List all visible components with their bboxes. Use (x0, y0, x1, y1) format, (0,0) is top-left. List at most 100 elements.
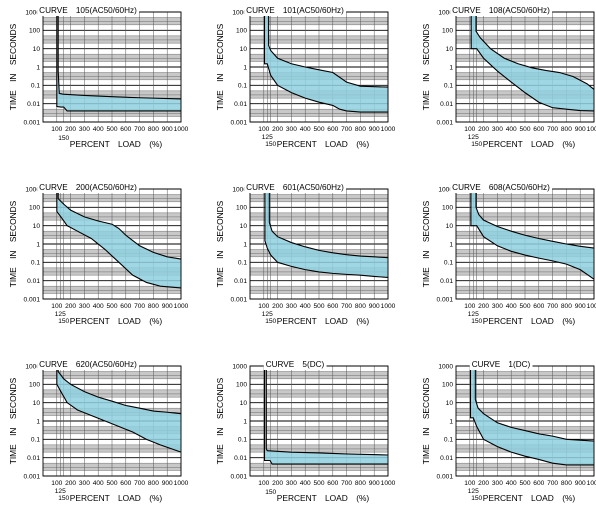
y-tick-label: 10 (33, 223, 41, 230)
x-tick-label: 800 (561, 480, 572, 487)
y-tick-label: 1 (36, 64, 40, 71)
y-tick-label: 1000 (438, 9, 453, 16)
x-tick-label: 200 (478, 480, 489, 487)
x-tick-label: 200 (65, 126, 76, 133)
x-tick-label: 500 (313, 480, 324, 487)
trip-band-area (56, 12, 181, 111)
y-tick-label: 0.01 (440, 455, 453, 462)
x-tick-label: 600 (533, 480, 544, 487)
x-tick-label: 100 (464, 126, 475, 133)
chart-title: CURVE 608(AC50/60Hz) (452, 183, 550, 192)
y-tick-label: 10 (33, 400, 41, 407)
x-tick-label: 800 (148, 480, 159, 487)
x-tick-label: 300 (492, 480, 503, 487)
trip-band-area (56, 366, 181, 453)
y-axis-label: TIME IN SECONDS (421, 23, 431, 110)
x-tick-label: 300 (492, 303, 503, 310)
x-tick-label: 1000 (587, 126, 596, 133)
x-tick-label: 800 (561, 126, 572, 133)
x-tick-label: 700 (547, 126, 558, 133)
trip-band-area (470, 189, 594, 280)
x-tick-label: 500 (106, 126, 117, 133)
y-tick-label: 100 (236, 382, 247, 389)
y-tick-label: 100 (29, 28, 40, 35)
chart-title: CURVE 1(DC) (472, 360, 531, 369)
x-tick-label: 800 (355, 480, 366, 487)
x-tick-label: 400 (300, 303, 311, 310)
x-tick-label: 800 (561, 303, 572, 310)
x-tick-label-extra: 150 (58, 495, 69, 502)
x-tick-label: 1000 (587, 480, 596, 487)
y-tick-label: 0.1 (238, 260, 247, 267)
upper-trip-curve (57, 189, 182, 260)
x-tick-label: 1000 (174, 126, 189, 133)
y-tick-label: 100 (236, 28, 247, 35)
y-tick-label: 1000 (232, 363, 247, 370)
y-tick-label: 100 (236, 205, 247, 212)
y-axis-label: TIME IN SECONDS (421, 377, 431, 464)
x-tick-label-extra: 150 (471, 495, 482, 502)
x-tick-label: 200 (65, 480, 76, 487)
y-tick-label: 1000 (25, 9, 40, 16)
y-axis-label: TIME IN SECONDS (8, 200, 18, 287)
lower-trip-curve (56, 366, 182, 453)
upper-trip-curve (57, 12, 182, 100)
y-tick-label: 0.001 (230, 119, 247, 126)
curve-chart-panel: 1002003004005006007008009001000125150100… (421, 5, 596, 149)
x-tick-label-extra: 125 (262, 134, 273, 141)
x-tick-label: 500 (313, 303, 324, 310)
lower-trip-curve (470, 189, 595, 280)
x-tick-label-extra: 150 (471, 141, 482, 148)
y-tick-label: 1000 (438, 363, 453, 370)
y-tick-label: 0.1 (31, 437, 40, 444)
y-tick-label: 0.01 (27, 455, 40, 462)
curve-chart-panel: 100 200 300 400 500 600 700 800 900 1000150100010… (215, 359, 396, 503)
x-tick-label: 300 (79, 126, 90, 133)
x-tick-label: 400 (300, 480, 311, 487)
upper-trip-curve (57, 366, 182, 415)
x-axis-label: PERCENT LOAD (%) (70, 316, 163, 326)
y-axis-label: TIME IN SECONDS (215, 200, 225, 287)
x-tick-label: 700 (341, 126, 352, 133)
x-tick-label: 300 (286, 303, 297, 310)
curve-chart-panel: 1002003004005006007008009001000125150100… (421, 359, 596, 503)
y-tick-label: 0.1 (238, 83, 247, 90)
x-tick-label: 900 (162, 480, 173, 487)
y-tick-label: 1 (243, 418, 247, 425)
x-tick-label: 100 (258, 303, 269, 310)
x-tick-label: 200 (272, 126, 283, 133)
x-tick-label: 200 (478, 303, 489, 310)
y-tick-label: 0.01 (27, 278, 40, 285)
x-tick-label: 100 (258, 480, 269, 487)
curve-chart-panel: 100 200 300 400 500 600 700 800 900 1000150100010… (8, 5, 189, 149)
x-axis-label: PERCENT LOAD (%) (277, 493, 370, 503)
chart-title: CURVE 200(AC50/60Hz) (39, 183, 137, 192)
lower-trip-curve (56, 12, 181, 112)
y-tick-label: 0.1 (444, 83, 453, 90)
y-tick-label: 0.01 (234, 101, 247, 108)
chart-title: CURVE 108(AC50/60Hz) (452, 6, 550, 15)
y-tick-label: 1000 (232, 186, 247, 193)
x-tick-label: 700 (134, 480, 145, 487)
x-tick-label: 600 (327, 303, 338, 310)
y-tick-label: 0.01 (234, 278, 247, 285)
x-tick-label: 400 (93, 126, 104, 133)
x-axis-label: PERCENT LOAD (%) (483, 316, 576, 326)
x-tick-label: 900 (162, 303, 173, 310)
y-tick-label: 0.1 (444, 437, 453, 444)
y-tick-label: 10 (446, 46, 454, 53)
lower-trip-curve (264, 189, 389, 278)
y-tick-label: 100 (29, 382, 40, 389)
y-tick-label: 10 (446, 400, 454, 407)
x-tick-label: 600 (120, 126, 131, 133)
x-axis-label: PERCENT LOAD (%) (483, 139, 576, 149)
x-tick-label: 600 (327, 480, 338, 487)
x-tick-label: 100 (464, 480, 475, 487)
chart-title-backdrop (37, 359, 140, 370)
y-axis-label: TIME IN SECONDS (215, 23, 225, 110)
chart-title-backdrop (450, 5, 553, 16)
y-tick-label: 0.1 (238, 437, 247, 444)
